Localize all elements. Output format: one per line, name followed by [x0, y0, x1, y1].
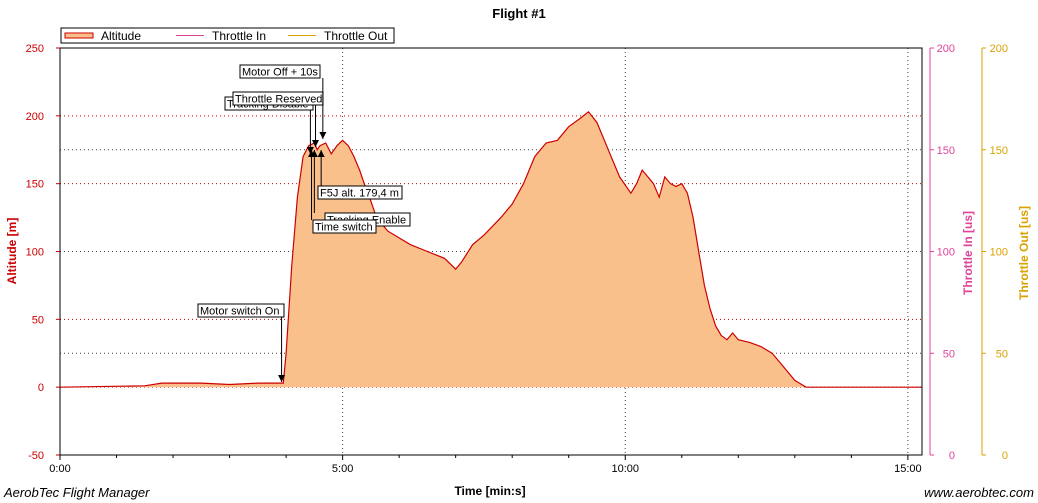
altitude-tick-label: 250 — [26, 43, 44, 55]
throttle-in-tick-label: 50 — [943, 348, 955, 360]
time-tick-label: 10:00 — [611, 463, 639, 475]
annotation-box — [312, 219, 377, 234]
altitude-tick-label: 0 — [38, 382, 44, 394]
axes: -50 0 50 100 150 200 250 0 50 100 150 200 0 50 100 150 2… — [26, 43, 1008, 475]
annotation-marker — [319, 132, 327, 139]
annotation: Time switch — [308, 150, 377, 234]
throttle-out-tick-label: 200 — [990, 43, 1008, 55]
altitude-tick-label: 200 — [26, 111, 44, 123]
throttle-in-tick-label: 150 — [937, 145, 955, 157]
annotation: Tracking Disable — [224, 96, 314, 154]
annotation-label: Throttle Reserved — [235, 94, 322, 106]
annotation-box — [197, 303, 285, 318]
y-axis-label-throttle-out: Throttle Out [us] — [1017, 206, 1031, 300]
annotation: Throttle Reserved — [232, 91, 324, 147]
altitude-line — [60, 110, 922, 388]
annotation-marker — [278, 375, 286, 382]
throttle-in-tick-label: 200 — [937, 43, 955, 55]
y-axis-label-throttle-in: Throttle In [us] — [961, 211, 975, 295]
annotation-marker — [308, 150, 316, 157]
plot-area — [60, 110, 922, 388]
time-tick-label: 15:00 — [894, 463, 922, 475]
annotation-label: F5J alt. 179,4 m — [320, 188, 399, 200]
annotation-marker — [311, 140, 319, 147]
altitude-tick-label: 150 — [26, 179, 44, 191]
annotation-box — [317, 185, 403, 200]
throttle-out-tick-label: 0 — [1002, 450, 1008, 462]
altitude-tick-label: -50 — [28, 450, 44, 462]
annotations: Motor switch On Tracking DisableThrottle … — [197, 64, 411, 382]
footer-website: www.aerobtec.com — [924, 485, 1034, 500]
throttle-out-tick-label: 150 — [990, 145, 1008, 157]
annotation: Motor Off + 10s — [239, 64, 327, 139]
annotation-marker — [317, 150, 325, 157]
annotation-label: Motor Off + 10s — [242, 67, 318, 79]
x-axis-label: Time [min:s] — [454, 484, 525, 498]
altitude-area — [60, 111, 922, 388]
annotation: F5J alt. 179,4 m — [317, 150, 403, 200]
annotation-marker — [306, 147, 314, 154]
annotation-box — [239, 64, 321, 79]
time-tick-label: 5:00 — [332, 463, 353, 475]
throttle-out-tick-label: 50 — [996, 348, 1008, 360]
annotation-label: Motor switch On — [200, 306, 279, 318]
altitude-tick-label: 50 — [32, 314, 44, 326]
chart-title: Flight #1 — [492, 6, 545, 21]
legend-label-throttle-in: Throttle In — [212, 29, 266, 43]
throttle-in-tick-label: 0 — [949, 450, 955, 462]
legend-swatch-altitude — [64, 32, 94, 39]
legend-label-throttle-out: Throttle Out — [324, 29, 388, 43]
y-axis-label-altitude: Altitude [m] — [5, 218, 19, 285]
throttle-out-tick-label: 100 — [990, 247, 1008, 259]
legend: Altitude Throttle In Throttle Out — [60, 27, 395, 44]
legend-label-altitude: Altitude — [101, 29, 141, 43]
altitude-tick-label: 100 — [26, 247, 44, 259]
throttle-in-tick-label: 100 — [937, 247, 955, 259]
annotation: Motor switch On — [197, 303, 286, 382]
time-tick-label: 0:00 — [49, 463, 70, 475]
annotation-label: Time switch — [315, 222, 373, 234]
footer-app-name: AerobTec Flight Manager — [4, 485, 150, 500]
